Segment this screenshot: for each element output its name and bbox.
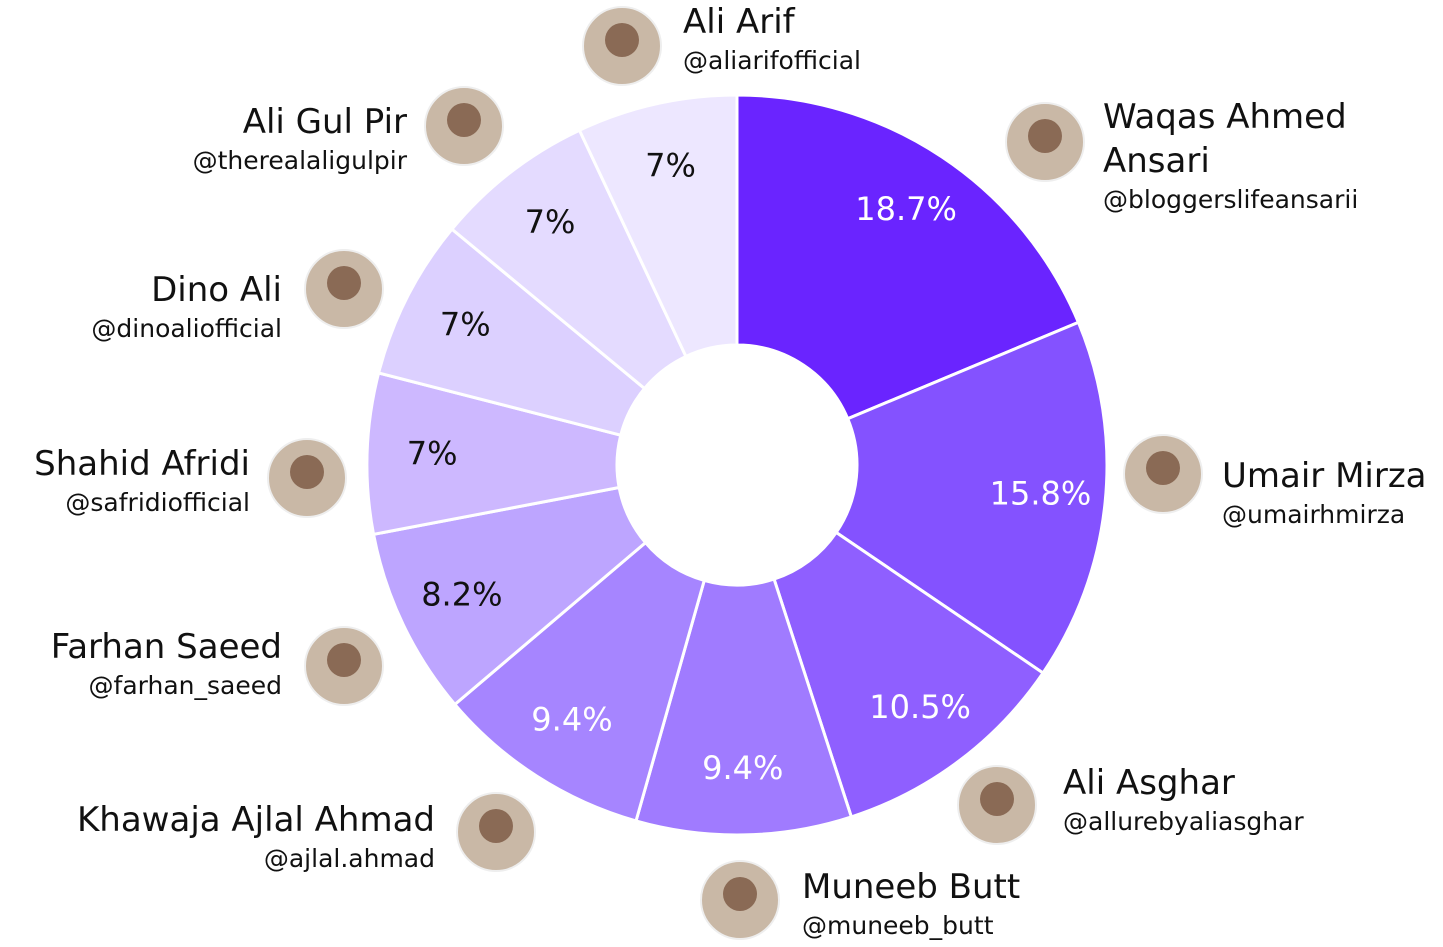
- value-label: 9.4%: [531, 700, 612, 738]
- legend-label: Shahid Afridi@safridiofficial: [34, 442, 250, 520]
- avatar-head: [980, 782, 1014, 816]
- value-label: 7%: [440, 306, 491, 344]
- legend-label: Ali Gul Pir@therealaligulpir: [193, 100, 407, 178]
- name: Khawaja Ajlal Ahmad: [77, 798, 435, 842]
- name: Ali Arif: [683, 0, 861, 44]
- avatar-head: [1028, 119, 1062, 153]
- legend-label: Dino Ali@dinoaliofficial: [91, 268, 282, 346]
- value-label: 18.7%: [855, 190, 957, 228]
- legend-label: Waqas Ahmed Ansari@bloggerslifeansarii: [1103, 95, 1383, 217]
- handle: @dinoaliofficial: [91, 312, 282, 346]
- name: Dino Ali: [91, 268, 282, 312]
- avatar-head: [327, 266, 361, 300]
- handle: @farhan_saeed: [51, 669, 282, 703]
- handle: @umairhmirza: [1222, 498, 1427, 532]
- handle: @allurebyaliasghar: [1063, 805, 1304, 839]
- avatar-head: [1146, 451, 1180, 485]
- handle: @ajlal.ahmad: [77, 842, 435, 876]
- value-label: 7%: [645, 146, 696, 184]
- avatar-head: [479, 809, 513, 843]
- avatar-head: [605, 23, 639, 57]
- handle: @muneeb_butt: [802, 909, 1020, 943]
- legend-label: Farhan Saeed@farhan_saeed: [51, 625, 282, 703]
- avatar-head: [723, 877, 757, 911]
- handle: @therealaligulpir: [193, 144, 407, 178]
- name: Shahid Afridi: [34, 442, 250, 486]
- legend-label: Ali Asghar@allurebyaliasghar: [1063, 761, 1304, 839]
- legend-label: Khawaja Ajlal Ahmad@ajlal.ahmad: [77, 798, 435, 876]
- name: Farhan Saeed: [51, 625, 282, 669]
- avatar-head: [290, 455, 324, 489]
- name: Ali Gul Pir: [193, 100, 407, 144]
- value-label: 15.8%: [990, 475, 1092, 513]
- avatar-head: [327, 643, 361, 677]
- value-label: 8.2%: [421, 576, 502, 614]
- legend-label: Ali Arif@aliarifofficial: [683, 0, 861, 78]
- name: Muneeb Butt: [802, 865, 1020, 909]
- handle: @bloggerslifeansarii: [1103, 183, 1383, 217]
- value-label: 9.4%: [702, 749, 783, 787]
- name: Ali Asghar: [1063, 761, 1304, 805]
- value-label: 10.5%: [869, 688, 971, 726]
- name: Umair Mirza: [1222, 454, 1427, 498]
- avatar-head: [447, 103, 481, 137]
- value-label: 7%: [407, 434, 458, 472]
- legend-label: Umair Mirza@umairhmirza: [1222, 454, 1427, 532]
- page: 18.7%15.8%10.5%9.4%9.4%8.2%7%7%7%7% (() …: [0, 0, 1443, 947]
- value-label: 7%: [525, 203, 576, 241]
- name: Waqas Ahmed Ansari: [1103, 95, 1383, 183]
- handle: @aliarifofficial: [683, 44, 861, 78]
- handle: @safridiofficial: [34, 486, 250, 520]
- legend-label: Muneeb Butt@muneeb_butt: [802, 865, 1020, 943]
